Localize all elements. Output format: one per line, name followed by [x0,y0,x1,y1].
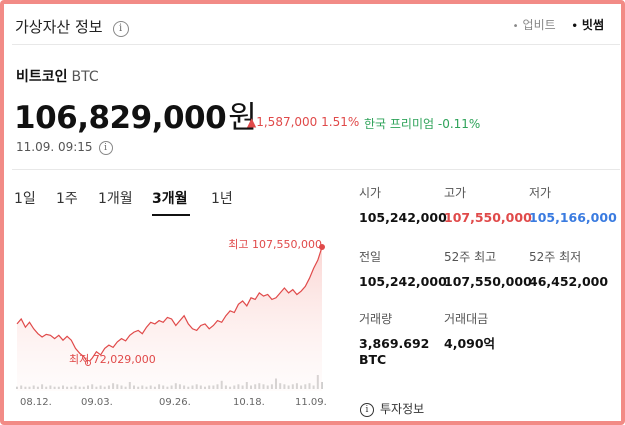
tab-1w[interactable]: 1주 [56,191,78,207]
price-unit: 원 [228,100,257,136]
stat-52w-high-value: 107,550,000 [444,274,532,289]
x-axis-ticks: 08.12. 09.03. 09.26. 10.18. 11.09. [20,397,327,408]
price-line [16,246,323,364]
card-header: 가상자산 정보 i • 업비트 • 빗썸 [10,10,622,40]
price-change: ▲1,587,000 1.51% [247,115,360,129]
korea-premium: 한국 프리미엄 -0.11% [364,117,481,131]
coin-symbol: BTC [71,69,99,85]
stat-52w-low-value: 46,452,000 [529,274,609,289]
card-title: 가상자산 정보 i [15,16,129,37]
source-upbit[interactable]: • 업비트 [513,18,556,32]
chart-low-label: 최저 72,029,000 [69,353,156,366]
stat-52w-high: 52주 최고 107,550,000 [444,248,532,290]
invest-info-link[interactable]: i 투자정보 [360,400,424,417]
price-value: 106,829,000 [14,100,227,136]
stat-low-label: 저가 [529,186,552,200]
stat-52w-high-label: 52주 최고 [444,250,497,264]
stat-high: 고가 107,550,000 [444,184,532,226]
current-price: 106,829,000원 [14,92,257,137]
tab-3m[interactable]: 3개월 [152,191,188,207]
divider [12,44,620,45]
tab-1d[interactable]: 1일 [14,191,36,207]
card-title-text: 가상자산 정보 [15,18,103,36]
stat-trade-value-value: 4,090억 [444,336,496,351]
price-timestamp: 11.09. 09:15 i [16,140,113,155]
dot-icon: • [571,21,578,32]
tab-1m[interactable]: 1개월 [98,191,133,207]
stat-low: 저가 105,166,000 [529,184,617,226]
x-tick-label: 09.26. [159,397,191,408]
x-tick-label: 09.03. [81,397,113,408]
stat-trade-value: 거래대금 4,090억 [444,310,495,352]
source-switcher: • 업비트 • 빗썸 [501,16,604,33]
stat-52w-low: 52주 최저 46,452,000 [529,248,608,290]
x-tick-label: 08.12. [20,397,52,408]
x-tick-label: 11.09. [295,397,327,408]
source-bithumb-label: 빗썸 [581,18,604,32]
source-upbit-label: 업비트 [522,18,556,32]
stat-volume-value: 3,869.692 BTC [359,336,430,367]
stat-prev-close-value: 105,242,000 [359,274,447,289]
stat-trade-value-label: 거래대금 [444,312,489,326]
stat-low-value: 105,166,000 [529,210,617,225]
price-chart[interactable]: 최고 107,550,000 최저 72,029,000 08.12. 09.03… [14,219,334,419]
coin-name-text: 비트코인 [16,69,68,85]
source-bithumb[interactable]: • 빗썸 [572,18,605,32]
price-area [17,247,322,391]
info-icon[interactable]: i [98,141,113,155]
invest-info-label: 투자정보 [380,402,425,416]
stat-open-label: 시가 [359,186,382,200]
active-tab-indicator [152,214,190,216]
chart-high-label: 최고 107,550,000 [228,238,322,251]
stat-volume-label: 거래량 [359,312,393,326]
info-icon: i [360,403,374,417]
x-tick-label: 10.18. [233,397,265,408]
stat-52w-low-label: 52주 최저 [529,250,582,264]
dot-icon: • [512,21,519,32]
coin-name: 비트코인 BTC [16,66,99,86]
stat-volume: 거래량 3,869.692 BTC [359,310,429,368]
stat-prev-close-label: 전일 [359,250,382,264]
tab-1y[interactable]: 1년 [211,191,233,207]
low-price-dot [85,360,92,366]
last-price-dot [319,244,325,250]
timestamp-text: 11.09. 09:15 [16,140,93,154]
stat-high-value: 107,550,000 [444,210,532,225]
stat-open: 시가 105,242,000 [359,184,447,226]
stat-open-value: 105,242,000 [359,210,447,225]
info-icon[interactable]: i [112,21,129,37]
stat-prev-close: 전일 105,242,000 [359,248,447,290]
divider [12,169,620,170]
stat-high-label: 고가 [444,186,467,200]
